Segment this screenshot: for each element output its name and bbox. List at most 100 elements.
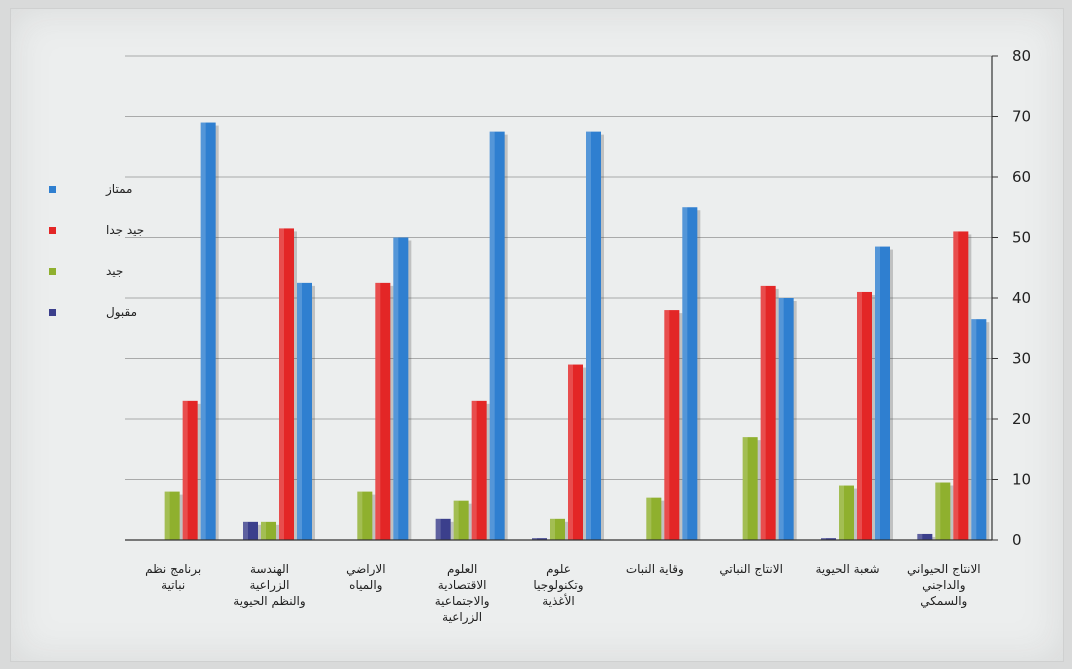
bar: [875, 246, 890, 540]
x-category-label: شعبة الحيوية: [815, 562, 879, 577]
bar: [935, 482, 951, 540]
bar-highlight: [664, 310, 670, 540]
x-category-label: والداجني: [922, 578, 965, 593]
legend-label: جيد جدا: [106, 223, 144, 237]
x-category-label: الهندسة: [250, 562, 289, 576]
bar-highlight: [471, 400, 477, 540]
legend-swatch: [49, 227, 56, 234]
legend-swatch: [49, 268, 56, 275]
bar: [550, 518, 565, 540]
bar-highlight: [568, 364, 573, 540]
bar: [682, 207, 698, 540]
bar-highlight: [760, 285, 766, 540]
bar: [839, 485, 854, 540]
bar: [778, 298, 794, 540]
bar-highlight: [279, 228, 284, 541]
bar: [453, 500, 469, 540]
bar-highlight: [182, 400, 188, 540]
bar: [568, 364, 583, 540]
bar-highlight: [261, 521, 266, 540]
x-category-label: برنامج نظم: [145, 562, 201, 577]
bar-highlight: [164, 491, 170, 540]
bar: [200, 122, 216, 541]
bar: [243, 521, 258, 540]
bar-highlight: [917, 533, 923, 540]
legend-swatch: [49, 309, 56, 316]
y-tick-label: 60: [1012, 168, 1031, 186]
bar: [971, 319, 987, 540]
bar-highlight: [200, 122, 206, 541]
bar: [857, 291, 872, 540]
bar-highlight: [857, 291, 862, 540]
bar: [435, 518, 451, 540]
y-tick-label: 40: [1012, 289, 1031, 307]
y-tick-label: 30: [1012, 350, 1031, 368]
bar: [489, 131, 505, 540]
bar: [742, 437, 758, 540]
bar: [261, 521, 276, 540]
bar: [279, 228, 294, 541]
bar: [375, 282, 391, 540]
bar-highlight: [532, 538, 537, 540]
bar-highlight: [935, 482, 941, 540]
x-category-label: وتكنولوجيا: [533, 578, 583, 593]
bar: [471, 400, 487, 540]
bar: [664, 310, 680, 540]
bar: [821, 538, 836, 540]
bar: [393, 237, 409, 540]
bar-highlight: [586, 131, 591, 540]
y-tick-label: 0: [1012, 531, 1022, 549]
x-category-label: الانتاج الحيواني: [907, 562, 981, 577]
bar-highlight: [453, 500, 459, 540]
bar-highlight: [778, 298, 784, 540]
bar-highlight: [646, 497, 652, 540]
bar: [953, 231, 969, 540]
bar-highlight: [435, 518, 441, 540]
bar-highlight: [821, 538, 826, 540]
bar-highlight: [357, 491, 363, 540]
bar-highlight: [243, 521, 248, 540]
x-category-label: الاقتصادية: [438, 578, 487, 592]
bar: [164, 491, 180, 540]
bar: [760, 285, 776, 540]
x-category-label: الزراعية: [442, 610, 482, 625]
bar-highlight: [875, 246, 880, 540]
legend-swatch: [49, 186, 56, 193]
x-category-label: وقاية النبات: [626, 562, 684, 577]
x-category-label: والنظم الحيوية: [233, 594, 305, 609]
y-tick-label: 20: [1012, 410, 1031, 428]
bar-highlight: [489, 131, 495, 540]
x-category-label: الانتاج النباتي: [719, 562, 783, 576]
x-category-label: علوم: [546, 562, 571, 577]
bar-highlight: [682, 207, 688, 540]
x-category-label: والمياه: [349, 578, 382, 593]
x-category-label: العلوم: [447, 562, 477, 577]
bar-highlight: [297, 282, 302, 540]
bar: [586, 131, 601, 540]
bar-highlight: [971, 319, 977, 540]
legend-label: مقبول: [106, 305, 137, 320]
x-category-label: والسمكي: [920, 594, 967, 609]
bar: [646, 497, 662, 540]
bar-highlight: [839, 485, 844, 540]
x-category-label: والاجتماعية: [435, 594, 490, 609]
y-tick-label: 80: [1012, 47, 1031, 65]
bar: [297, 282, 312, 540]
bar: [357, 491, 373, 540]
bar: [182, 400, 198, 540]
legend-label: ممتاز: [105, 182, 132, 197]
y-tick-label: 10: [1012, 471, 1031, 489]
bar-highlight: [393, 237, 399, 540]
x-category-label: نباتية: [161, 578, 185, 592]
bar-highlight: [550, 518, 555, 540]
bar-highlight: [375, 282, 381, 540]
x-category-label: الاراضي: [346, 562, 386, 577]
bar: [917, 533, 933, 540]
bar: [532, 538, 547, 540]
bar-highlight: [953, 231, 959, 540]
x-category-label: الزراعية: [250, 578, 290, 593]
bar-highlight: [742, 437, 748, 540]
legend-label: جيد: [106, 264, 123, 278]
x-category-label: الأغذية: [542, 593, 575, 608]
